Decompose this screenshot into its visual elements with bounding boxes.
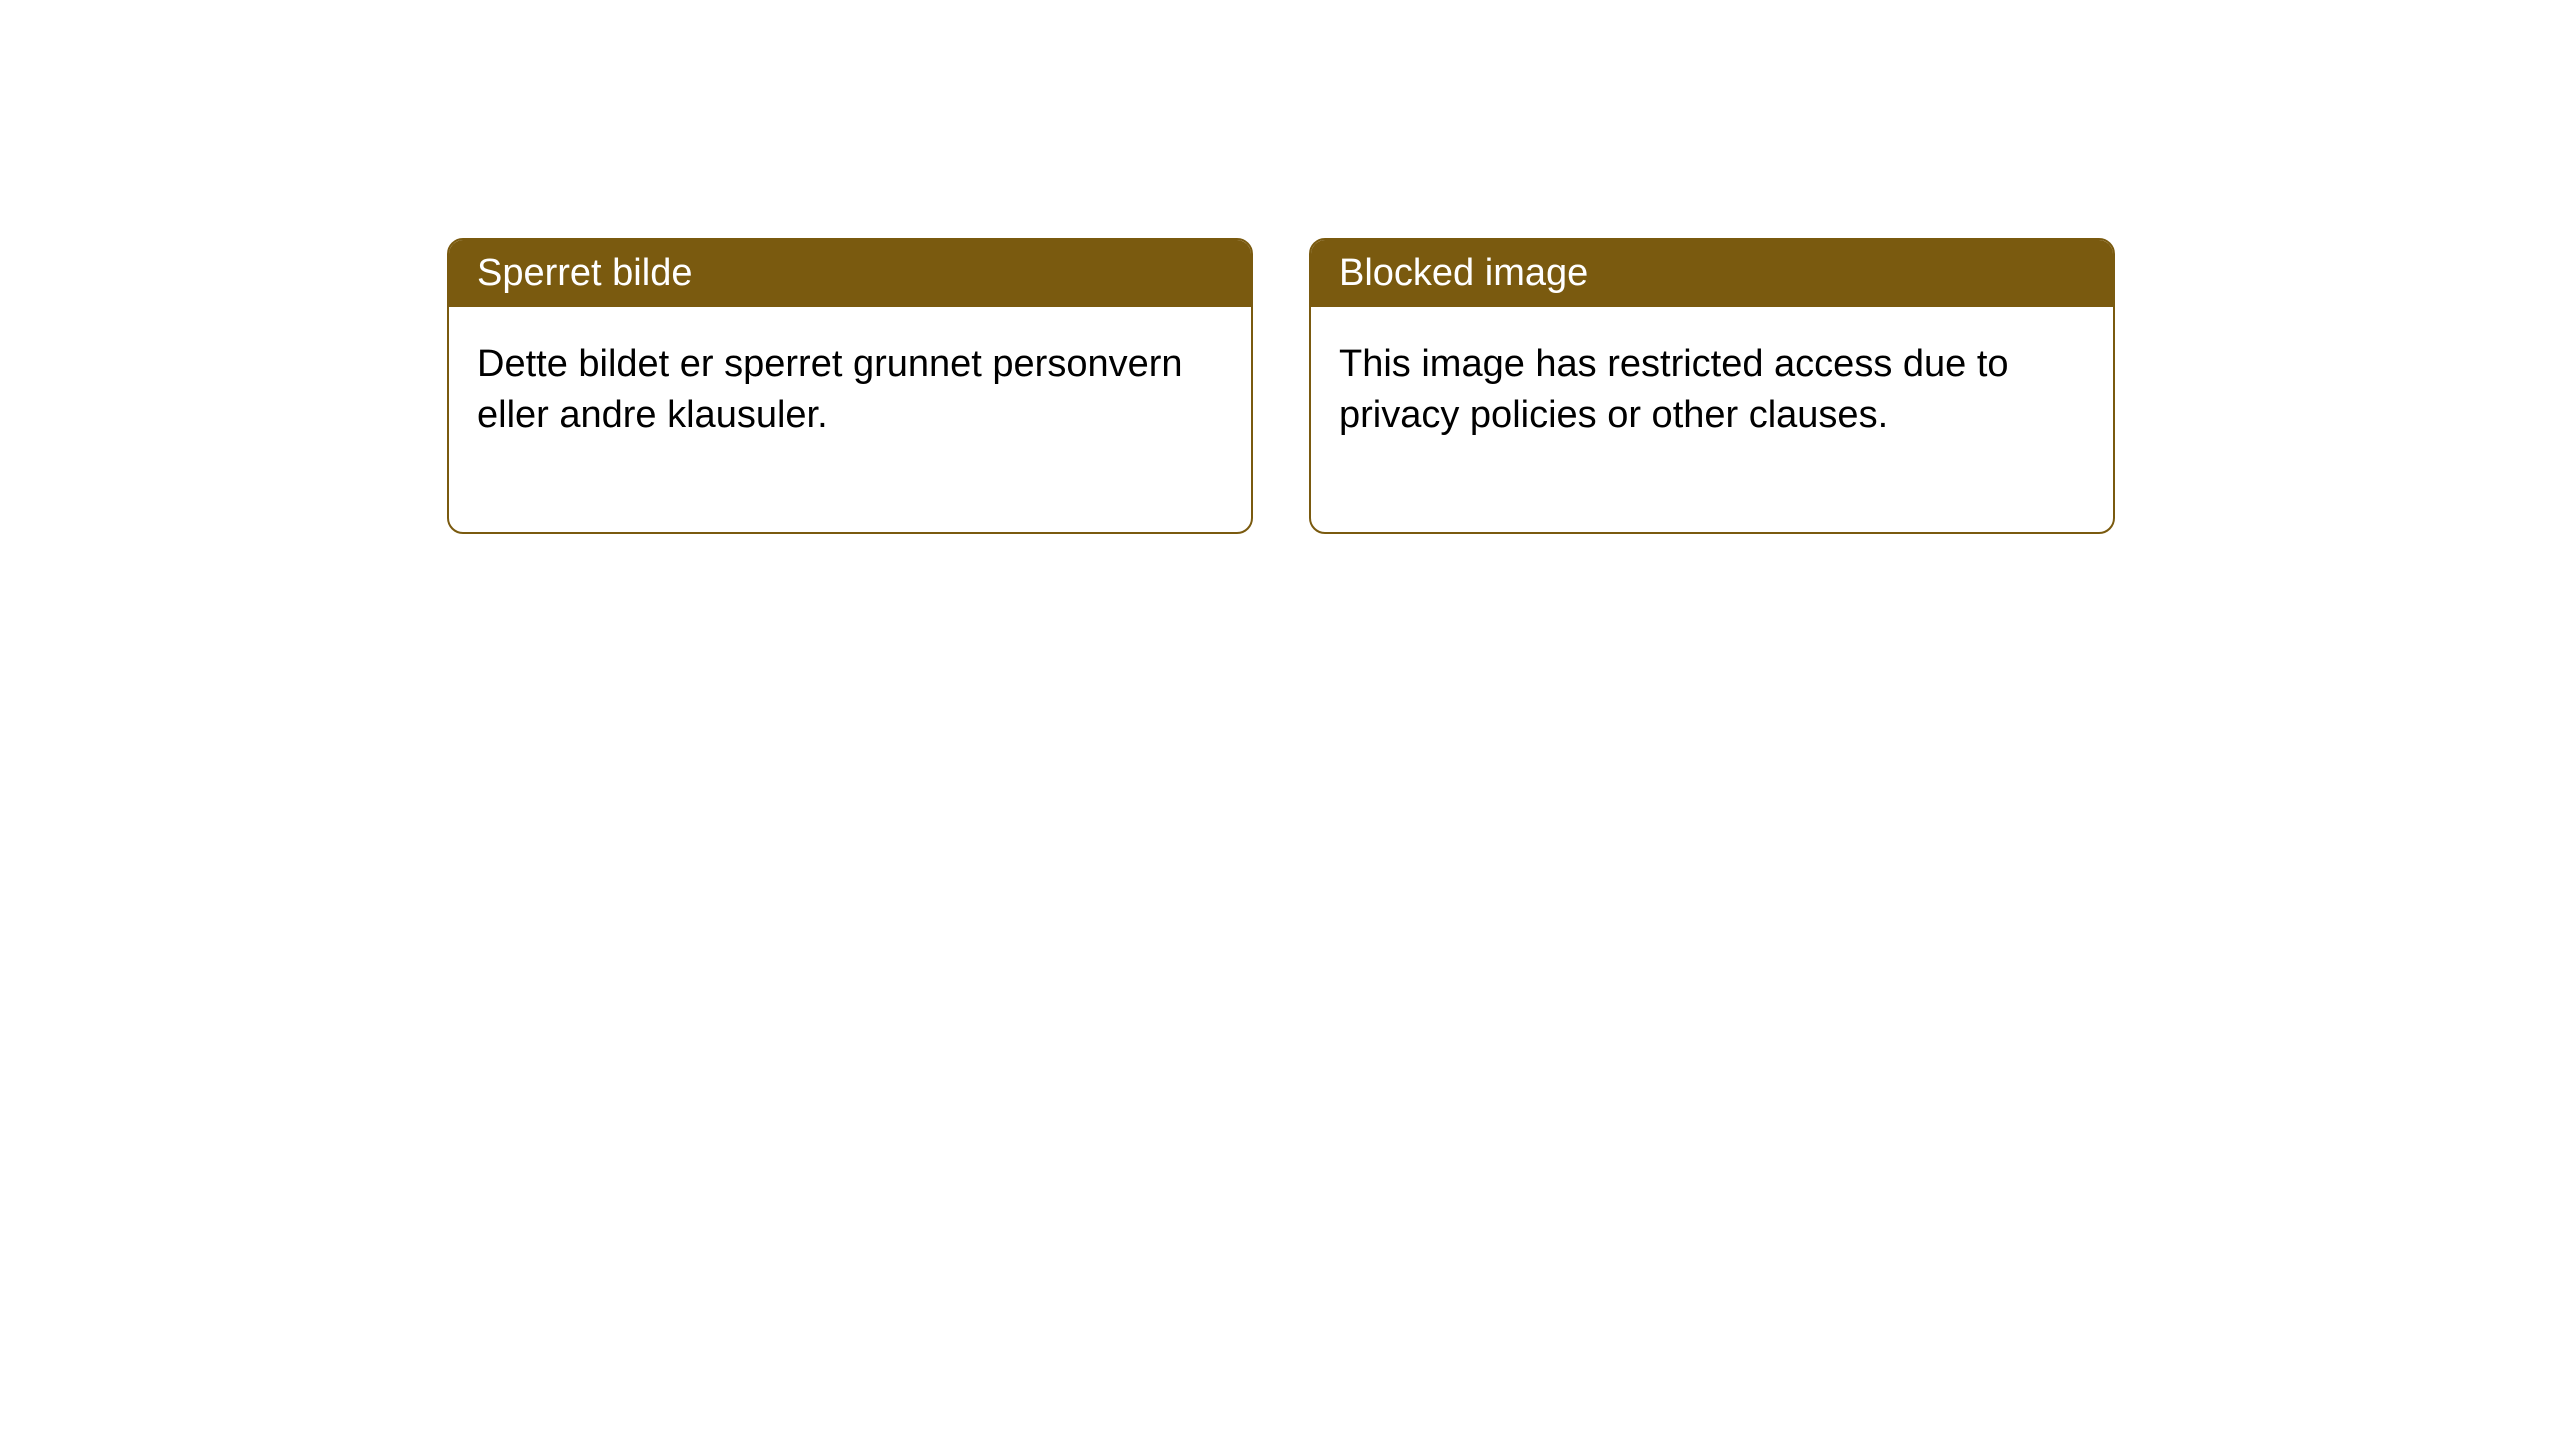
notice-body-english: This image has restricted access due to … <box>1311 307 2113 532</box>
notice-container: Sperret bilde Dette bildet er sperret gr… <box>447 238 2115 534</box>
notice-body-norwegian: Dette bildet er sperret grunnet personve… <box>449 307 1251 532</box>
notice-header-english: Blocked image <box>1311 240 2113 307</box>
notice-card-english: Blocked image This image has restricted … <box>1309 238 2115 534</box>
notice-header-norwegian: Sperret bilde <box>449 240 1251 307</box>
notice-card-norwegian: Sperret bilde Dette bildet er sperret gr… <box>447 238 1253 534</box>
